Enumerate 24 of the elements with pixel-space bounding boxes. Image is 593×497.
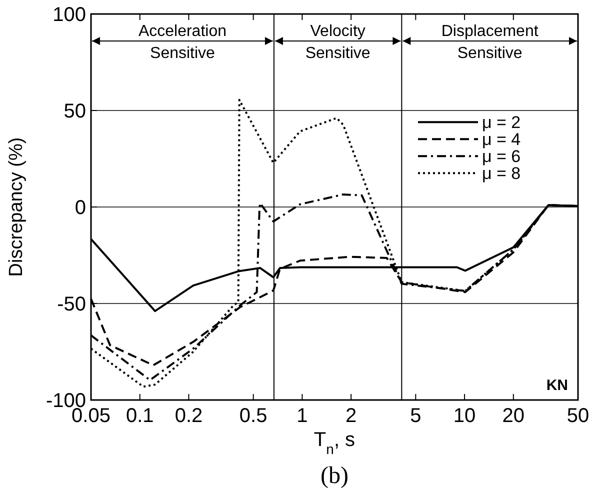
legend-label: μ = 4 xyxy=(482,130,521,150)
y-tick-label: 0 xyxy=(74,197,86,219)
y-tick-label: 50 xyxy=(64,100,86,122)
x-tick-label: 2 xyxy=(346,405,357,427)
x-tick-label: 0.5 xyxy=(239,405,268,427)
x-axis-title: T$_{n}$, s xyxy=(314,429,356,457)
x-tick-label: 10 xyxy=(453,405,476,427)
annotation: Velocity Sensitive xyxy=(305,23,370,62)
x-tick-label: 1 xyxy=(296,405,308,427)
annotation: Displacement Sensitive xyxy=(441,23,539,62)
x-tick-label: 5 xyxy=(410,405,422,427)
y-tick-label: 100 xyxy=(52,4,86,26)
x-tick-label: 0.1 xyxy=(126,405,154,427)
x-tick-label: 0.2 xyxy=(174,405,203,427)
y-tick-label: -50 xyxy=(57,294,86,316)
legend-label: μ = 2 xyxy=(482,113,521,132)
annotation: Acceleration Sensitive xyxy=(138,23,227,62)
x-tick-label: 20 xyxy=(502,405,525,427)
annotation: KN xyxy=(546,377,568,394)
text: (b) xyxy=(320,463,348,489)
y-axis-title: Discrepancy (%) xyxy=(6,137,27,277)
x-tick-label: 50 xyxy=(566,405,590,427)
legend-label: μ = 8 xyxy=(482,164,521,184)
legend-label: μ = 6 xyxy=(482,147,521,166)
